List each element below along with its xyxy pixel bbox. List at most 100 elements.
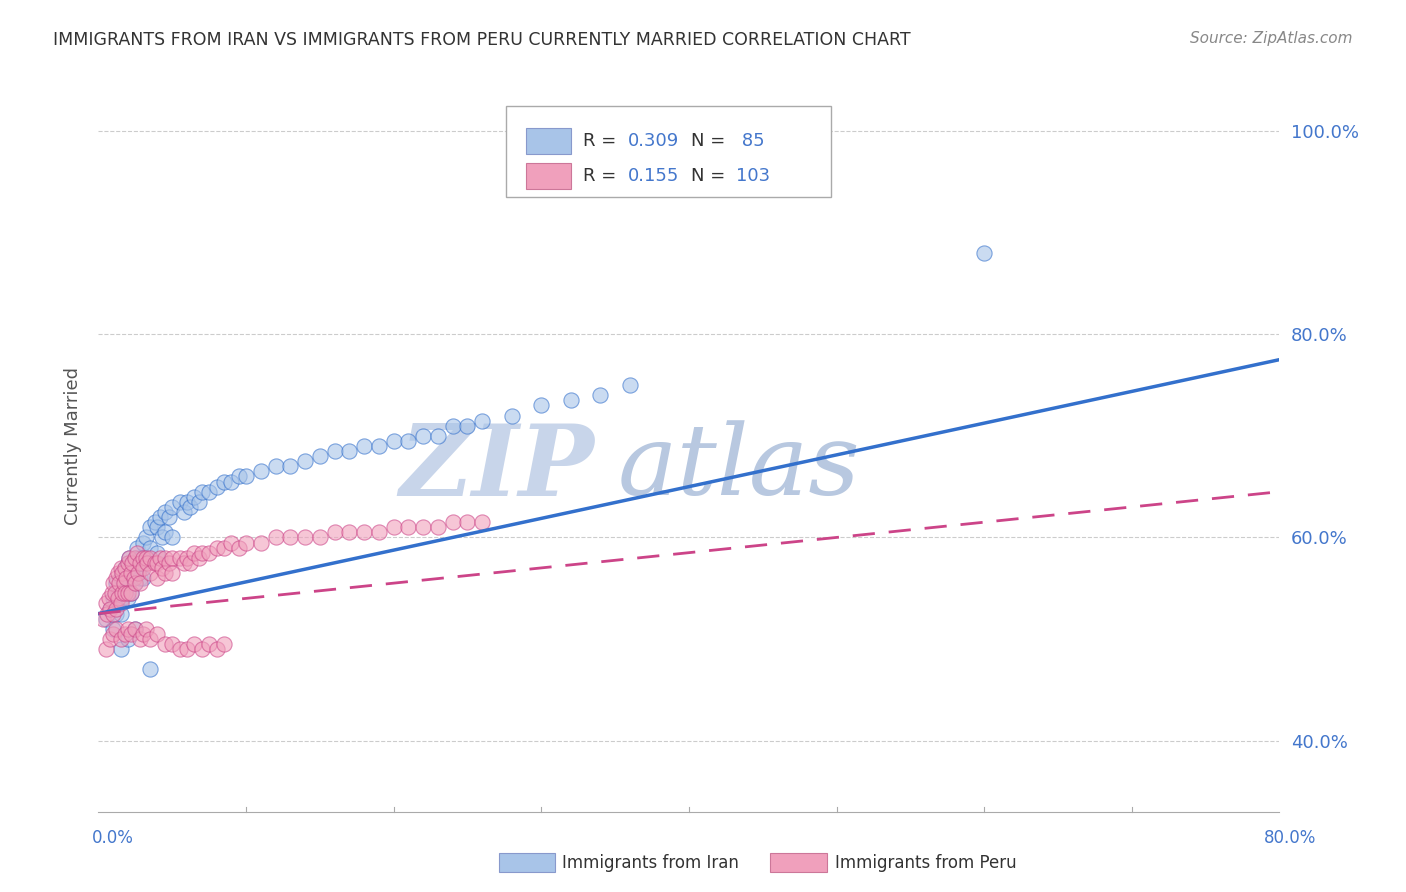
Point	[198, 546, 221, 560]
Bar	[526, 163, 571, 189]
Point	[205, 642, 228, 657]
Point	[339, 444, 361, 458]
Point	[353, 439, 375, 453]
Point	[198, 637, 221, 651]
Point	[221, 535, 243, 549]
Point	[619, 378, 641, 392]
Point	[132, 556, 155, 570]
Point	[212, 637, 235, 651]
Point	[250, 464, 273, 478]
Point	[105, 622, 128, 636]
Point	[111, 591, 134, 606]
Text: 0.155: 0.155	[627, 167, 679, 185]
Point	[149, 510, 172, 524]
Point	[157, 510, 180, 524]
Point	[124, 576, 146, 591]
Point	[94, 642, 117, 657]
Point	[139, 663, 162, 677]
Point	[136, 556, 159, 570]
Point	[103, 607, 125, 621]
Point	[114, 586, 136, 600]
Point	[103, 627, 125, 641]
Text: Immigrants from Iran: Immigrants from Iran	[562, 854, 740, 871]
Point	[205, 480, 228, 494]
Bar	[526, 128, 571, 154]
Text: ZIP: ZIP	[399, 420, 595, 516]
Point	[135, 622, 157, 636]
Text: R =: R =	[582, 132, 621, 150]
Point	[169, 550, 191, 565]
Text: Source: ZipAtlas.com: Source: ZipAtlas.com	[1189, 31, 1353, 46]
Point	[117, 556, 139, 570]
Point	[143, 515, 166, 529]
Point	[103, 576, 125, 591]
Point	[132, 627, 155, 641]
Point	[153, 550, 176, 565]
Point	[323, 525, 346, 540]
Text: atlas: atlas	[619, 420, 860, 516]
Point	[150, 561, 173, 575]
Point	[124, 550, 146, 565]
Point	[382, 520, 405, 534]
Point	[117, 622, 139, 636]
Point	[153, 637, 176, 651]
Point	[111, 586, 134, 600]
Text: 80.0%: 80.0%	[1264, 829, 1316, 847]
Point	[264, 459, 287, 474]
Text: Immigrants from Peru: Immigrants from Peru	[835, 854, 1017, 871]
Point	[143, 556, 166, 570]
Point	[471, 515, 494, 529]
FancyBboxPatch shape	[506, 106, 831, 197]
Point	[162, 566, 183, 580]
Point	[191, 546, 214, 560]
Point	[228, 541, 250, 555]
Point	[176, 495, 198, 509]
Point	[139, 541, 162, 555]
Point	[560, 393, 582, 408]
Point	[98, 601, 121, 615]
Point	[128, 556, 150, 570]
Point	[169, 495, 191, 509]
Point	[97, 591, 120, 606]
Point	[112, 576, 135, 591]
Text: 0.0%: 0.0%	[91, 829, 134, 847]
Point	[132, 535, 155, 549]
Point	[173, 505, 195, 519]
Point	[98, 601, 121, 615]
Point	[124, 622, 146, 636]
Point	[176, 642, 198, 657]
Point	[250, 535, 273, 549]
Point	[146, 520, 169, 534]
Point	[110, 571, 132, 585]
Point	[149, 550, 172, 565]
Point	[264, 530, 287, 544]
Point	[212, 475, 235, 489]
Point	[162, 550, 183, 565]
Point	[118, 550, 141, 565]
Point	[183, 546, 205, 560]
Point	[125, 546, 148, 560]
Point	[114, 586, 136, 600]
Point	[162, 530, 183, 544]
Point	[139, 520, 162, 534]
Point	[205, 541, 228, 555]
Point	[176, 550, 198, 565]
Point	[139, 632, 162, 646]
Point	[427, 429, 450, 443]
Point	[162, 637, 183, 651]
Point	[457, 418, 479, 433]
Point	[114, 561, 136, 575]
Point	[212, 541, 235, 555]
Point	[173, 556, 195, 570]
Point	[120, 586, 142, 600]
Point	[105, 576, 128, 591]
Point	[108, 597, 131, 611]
Text: N =: N =	[692, 167, 731, 185]
Point	[153, 525, 176, 540]
Point	[124, 576, 146, 591]
Point	[128, 550, 150, 565]
Point	[114, 627, 136, 641]
Point	[128, 632, 150, 646]
Point	[339, 525, 361, 540]
Point	[110, 607, 132, 621]
